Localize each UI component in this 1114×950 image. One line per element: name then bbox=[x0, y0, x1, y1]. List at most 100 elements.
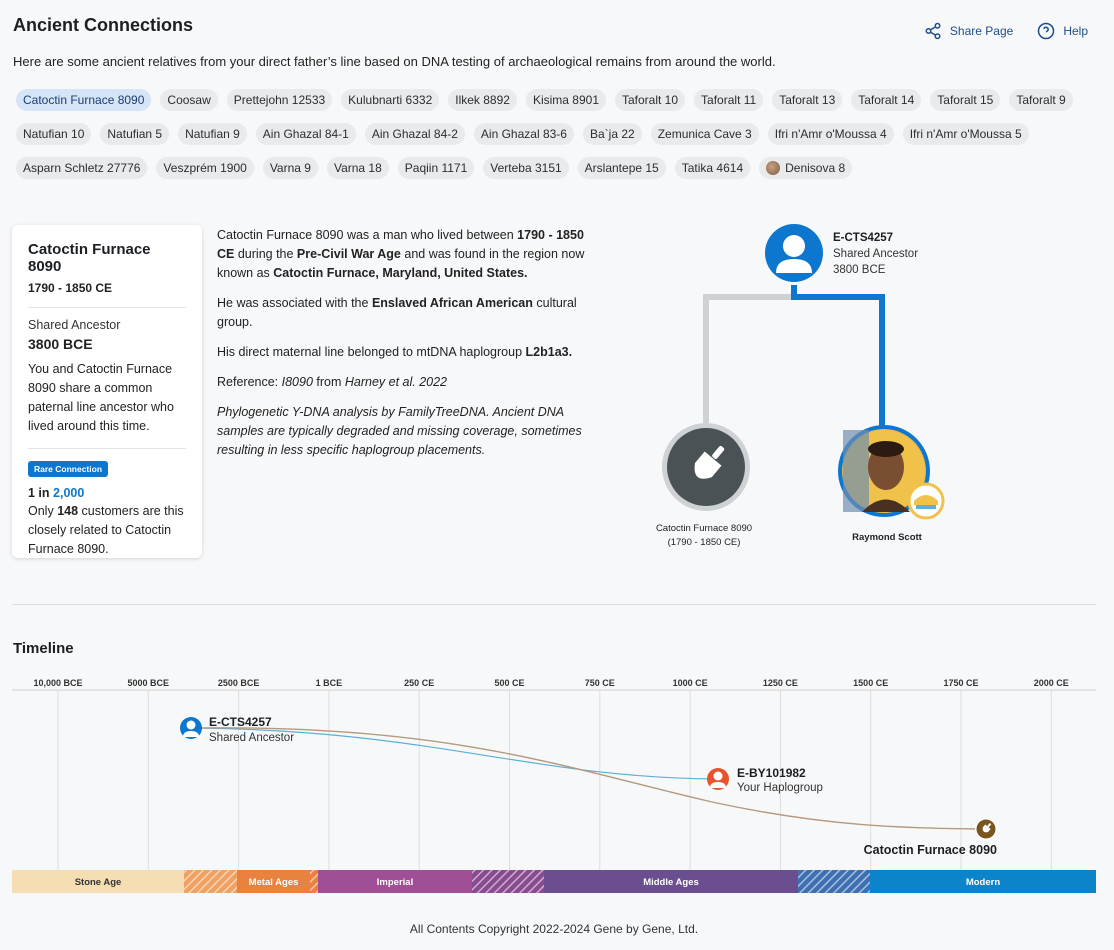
era-segment[interactable] bbox=[870, 870, 1096, 893]
page-title: Ancient Connections bbox=[13, 15, 194, 35]
relative-chip[interactable]: Zemunica Cave 3 bbox=[650, 123, 759, 145]
rare-connection-badge: Rare Connection bbox=[28, 461, 109, 477]
relative-chip-label: Coosaw bbox=[167, 93, 211, 107]
timeline-tick-label: 1750 CE bbox=[943, 678, 978, 688]
shared-ancestor-text: You and Catoctin Furnace 8090 share a co… bbox=[28, 362, 174, 433]
odds-value: 2,000 bbox=[53, 486, 85, 500]
era-label: Stone Age bbox=[75, 877, 122, 888]
user-haplogroup-path bbox=[191, 727, 719, 780]
relative-chip-label: Zemunica Cave 3 bbox=[657, 127, 752, 141]
era-segment[interactable] bbox=[544, 870, 798, 893]
header-actions: Share Page Help bbox=[924, 22, 1088, 40]
relative-chip[interactable]: Ifri n'Amr o'Moussa 5 bbox=[902, 123, 1029, 145]
relative-chip[interactable]: Ain Ghazal 83-6 bbox=[473, 123, 574, 145]
relative-chip-label: Verteba 3151 bbox=[490, 161, 562, 175]
era-label: Middle Ages bbox=[643, 877, 699, 888]
customers-count: 148 bbox=[57, 504, 79, 518]
relative-chip-label: Taforalt 15 bbox=[937, 93, 994, 107]
card-divider bbox=[28, 448, 186, 449]
description-reference: Reference: I8090 from Harney et al. 2022 bbox=[217, 375, 448, 389]
tree-ancestor-label: Shared Ancestor bbox=[833, 248, 918, 260]
timeline-user-marker[interactable] bbox=[707, 768, 729, 790]
relative-chip[interactable]: Taforalt 11 bbox=[694, 89, 764, 111]
relative-chip-label: Natufian 5 bbox=[107, 127, 163, 141]
help-button[interactable]: Help bbox=[1037, 22, 1088, 40]
era-segment[interactable] bbox=[318, 870, 472, 893]
relative-chip[interactable]: Taforalt 14 bbox=[851, 89, 922, 111]
era-label: Modern bbox=[966, 877, 1001, 888]
relative-chip-label: Asparn Schletz 27776 bbox=[23, 161, 141, 175]
relative-chip-label: Prettejohn 12533 bbox=[233, 93, 326, 107]
relative-chip-label: Ilkek 8892 bbox=[455, 93, 510, 107]
era-transition bbox=[310, 870, 318, 893]
shared-ancestor-node[interactable] bbox=[765, 224, 823, 282]
shared-ancestor-date: 3800 BCE bbox=[28, 336, 93, 352]
relative-chip[interactable]: Ifri n'Amr o'Moussa 4 bbox=[767, 123, 894, 145]
relative-chip[interactable]: Veszprém 1900 bbox=[156, 157, 254, 179]
relative-chip[interactable]: Varna 18 bbox=[326, 157, 389, 179]
relative-chip[interactable]: Tatika 4614 bbox=[674, 157, 751, 179]
timeline-ancient-marker[interactable] bbox=[975, 818, 997, 840]
relative-chip[interactable]: Kisima 8901 bbox=[525, 89, 606, 111]
relative-chip[interactable]: Prettejohn 12533 bbox=[226, 89, 333, 111]
user-avatar bbox=[843, 430, 925, 512]
customers-text: Only 148 customers are this closely rela… bbox=[28, 502, 186, 559]
era-label: Imperial bbox=[377, 877, 413, 888]
person-icon bbox=[183, 720, 199, 737]
description-mtdna: His direct maternal line belonged to mtD… bbox=[217, 345, 573, 359]
era-segment[interactable] bbox=[12, 870, 184, 893]
relative-chip[interactable]: Kulubnarti 6332 bbox=[341, 89, 440, 111]
relative-chip[interactable]: Varna 9 bbox=[262, 157, 318, 179]
relative-chip[interactable]: Asparn Schletz 27776 bbox=[16, 157, 148, 179]
section-divider bbox=[12, 604, 1096, 605]
tree-ancestor-haplogroup: E-CTS4257 bbox=[833, 232, 893, 244]
relative-chip[interactable]: Taforalt 10 bbox=[615, 89, 686, 111]
relative-chip[interactable]: Ain Ghazal 84-1 bbox=[255, 123, 356, 145]
ancient-node[interactable] bbox=[662, 423, 750, 511]
user-lineage-line bbox=[791, 285, 885, 427]
relative-chip[interactable]: Paqiin 1171 bbox=[397, 157, 475, 179]
era-transition bbox=[184, 870, 237, 893]
relative-chip-label: Catoctin Furnace 8090 bbox=[23, 93, 145, 107]
card-title: Catoctin Furnace 8090 bbox=[28, 241, 151, 275]
timeline-tick-label: 750 CE bbox=[585, 678, 615, 688]
share-page-button[interactable]: Share Page bbox=[924, 22, 1013, 40]
relative-chip[interactable]: Catoctin Furnace 8090 bbox=[16, 89, 152, 111]
timeline-tick-label: 1000 CE bbox=[673, 678, 708, 688]
relative-chip-label: Taforalt 11 bbox=[701, 93, 757, 107]
description-disclaimer: Phylogenetic Y-DNA analysis by FamilyTre… bbox=[217, 405, 582, 457]
tree-ancient-name: Catoctin Furnace 8090 bbox=[656, 523, 752, 534]
era-label: Metal Ages bbox=[249, 877, 299, 888]
footer-copyright: All Contents Copyright 2022-2024 Gene by… bbox=[409, 922, 699, 936]
timeline-ancestor-marker[interactable] bbox=[180, 717, 202, 739]
relative-chip-label: Arslantepe 15 bbox=[584, 161, 659, 175]
relative-chip[interactable]: Verteba 3151 bbox=[483, 157, 569, 179]
timeline-gridlines bbox=[57, 690, 1052, 870]
era-segment[interactable] bbox=[237, 870, 310, 893]
relative-chip-label: Veszprém 1900 bbox=[163, 161, 247, 175]
relative-chip[interactable]: Natufian 9 bbox=[178, 123, 247, 145]
relative-chip[interactable]: Natufian 5 bbox=[100, 123, 170, 145]
relative-chip[interactable]: Ba`ja 22 bbox=[582, 123, 642, 145]
relative-chip-label: Tatika 4614 bbox=[681, 161, 744, 175]
relative-chip[interactable]: Denisova 8 bbox=[759, 157, 853, 179]
timeline-tick-label: 2000 CE bbox=[1034, 678, 1069, 688]
timeline-ticks: 10,000 BCE 5000 BCE 2500 BCE 1 BCE 250 CE 500… bbox=[33, 678, 1068, 688]
timeline-eras: Stone Age Metal Ages Imperial Middle Ages Mo… bbox=[12, 870, 1096, 893]
relative-chip[interactable]: Ilkek 8892 bbox=[448, 89, 517, 111]
relative-chip[interactable]: Taforalt 9 bbox=[1009, 89, 1073, 111]
relative-chip[interactable]: Natufian 10 bbox=[16, 123, 92, 145]
relative-chip[interactable]: Arslantepe 15 bbox=[577, 157, 666, 179]
relative-chip-label: Varna 18 bbox=[333, 161, 382, 175]
help-label: Help bbox=[1063, 24, 1088, 38]
timeline-tick-label: 5000 BCE bbox=[128, 678, 170, 688]
relative-chip[interactable]: Ain Ghazal 84-2 bbox=[364, 123, 465, 145]
relative-chip[interactable]: Taforalt 15 bbox=[930, 89, 1001, 111]
timeline-ancient-label: Catoctin Furnace 8090 bbox=[864, 843, 997, 857]
relative-chip[interactable]: Taforalt 13 bbox=[772, 89, 843, 111]
timeline-tick-label: 1 BCE bbox=[316, 678, 343, 688]
timeline-title: Timeline bbox=[13, 640, 74, 657]
relative-chip[interactable]: Coosaw bbox=[160, 89, 218, 111]
relative-chip-label: Taforalt 14 bbox=[858, 93, 915, 107]
user-node[interactable] bbox=[838, 425, 930, 517]
